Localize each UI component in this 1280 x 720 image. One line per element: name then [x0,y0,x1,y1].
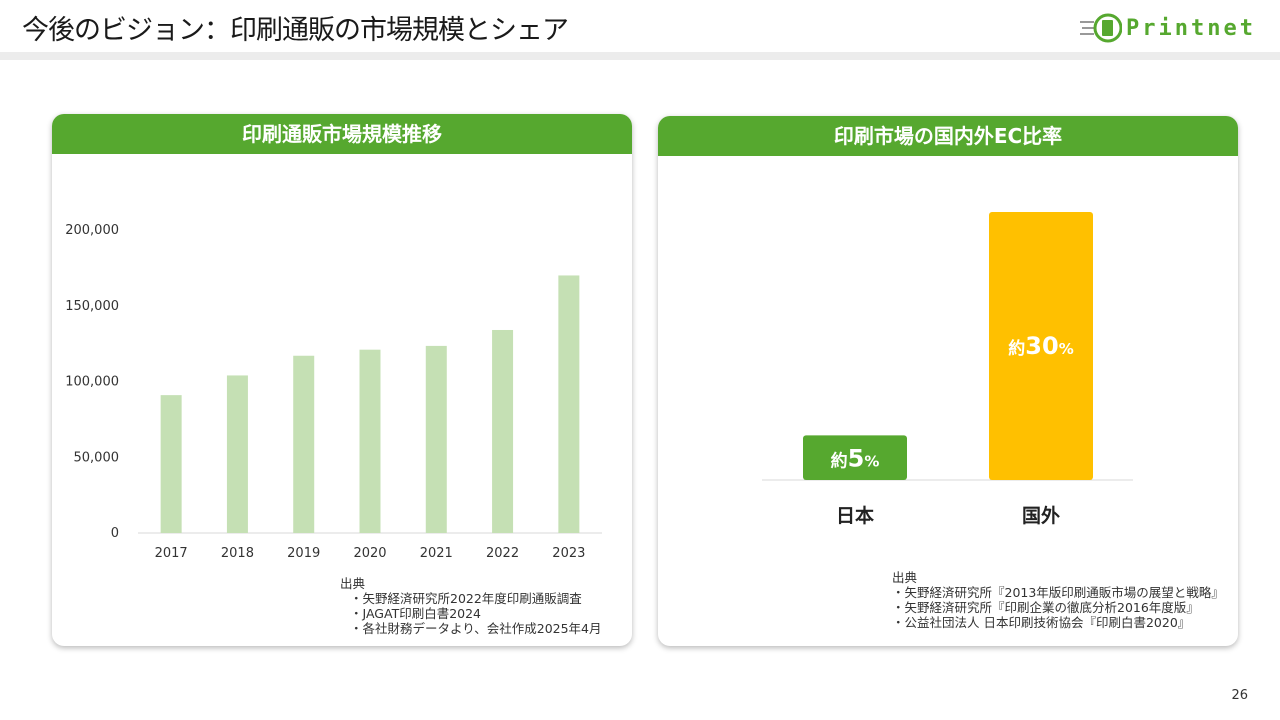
x-tick-label: 2020 [353,546,386,561]
left-source-item: ・各社財務データより、会社作成2025年4月 [350,621,602,636]
bar-overseas [989,212,1093,480]
y-tick-label: 50,000 [74,450,120,465]
bar-2023 [558,275,580,533]
x-tick-label: 2018 [221,546,254,561]
page-number: 26 [1231,688,1248,703]
category-label: 国外 [1022,504,1060,527]
market-size-panel: 印刷通販市場規模推移 0 50,000 100,000 150,000 200,000 2… [52,114,632,646]
bar-2021 [425,345,447,533]
logo-mark-icon [1080,13,1123,43]
logo-text: Printnet [1126,15,1256,41]
ec-ratio-heading: 印刷市場の国内外EC比率 [658,116,1238,156]
y-tick-label: 0 [111,526,119,541]
right-source-item: ・公益社団法人 日本印刷技術協会『印刷白書2020』 [892,615,1191,630]
bar-2022 [492,329,514,533]
ec-ratio-panel: 印刷市場の国内外EC比率 約5% 日本 約30% 国外 出典 ・矢野経済研究所『201… [658,116,1238,646]
y-tick-label: 200,000 [65,223,119,238]
bar-2019 [293,355,315,533]
left-source-item: ・JAGAT印刷白書2024 [350,606,482,621]
ec-ratio-chart: 約5% 日本 約30% 国外 [762,212,1133,527]
y-tick-label: 150,000 [65,299,119,314]
market-size-chart: 0 50,000 100,000 150,000 200,000 2017 2018 2019… [65,223,602,561]
x-tick-label: 2022 [486,546,519,561]
bar-2020 [359,349,381,533]
x-tick-label: 2023 [552,546,585,561]
header-divider [0,52,1280,60]
bar-japan [803,435,907,480]
x-tick-label: 2019 [287,546,320,561]
x-tick-label: 2017 [155,546,188,561]
category-label: 日本 [836,504,874,527]
right-source-item: ・矢野経済研究所『2013年版印刷通販市場の展望と戦略』 [892,585,1224,600]
x-tick-label: 2021 [420,546,453,561]
bar-2017 [160,395,182,533]
left-source-title: 出典 [340,576,366,591]
market-size-heading: 印刷通販市場規模推移 [52,114,632,154]
left-source-block: 出典 ・矢野経済研究所2022年度印刷通販調査 ・JAGAT印刷白書2024 ・… [340,576,602,636]
page-title: 今後のビジョン：印刷通販の市場規模とシェア [22,15,569,46]
left-source-item: ・矢野経済研究所2022年度印刷通販調査 [350,591,582,606]
data-label: 約5% [831,445,880,473]
data-label: 約30% [1008,332,1073,360]
printnet-logo: Printnet [1080,10,1256,46]
right-source-title: 出典 [892,570,918,585]
y-tick-label: 100,000 [65,375,119,390]
right-source-item: ・矢野経済研究所『印刷企業の徹底分析2016年度版』 [892,600,1199,615]
right-source-block: 出典 ・矢野経済研究所『2013年版印刷通販市場の展望と戦略』 ・矢野経済研究所… [892,570,1224,630]
bar-2018 [226,375,248,533]
